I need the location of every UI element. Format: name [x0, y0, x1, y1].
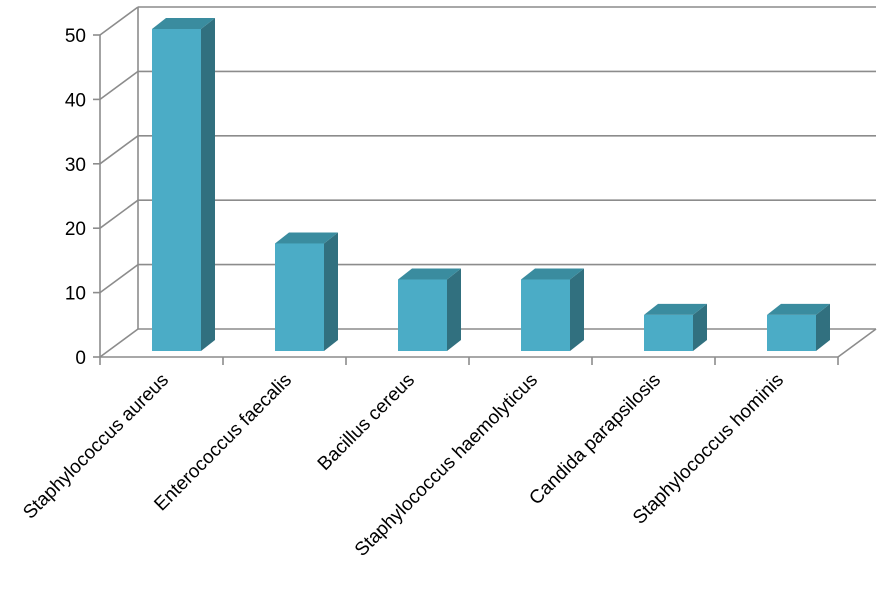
gridline-diagonal: [99, 199, 139, 229]
bar: [275, 232, 338, 351]
bar: [152, 18, 215, 351]
bar-top-face: [275, 232, 338, 244]
bar-front-face: [275, 243, 324, 351]
bars: [152, 18, 830, 351]
y-tick-label: 20: [65, 219, 86, 240]
y-tick-labels: 0 10 20 30 40 50: [65, 26, 86, 369]
bar-top-face: [521, 268, 584, 280]
bar-front-face: [521, 279, 570, 351]
gridlines: [99, 6, 876, 358]
bar: [644, 303, 707, 351]
y-tick-label: 0: [75, 348, 86, 369]
y-tick-label: 30: [65, 155, 86, 176]
bar-front-face: [398, 279, 447, 351]
bar: [398, 268, 461, 351]
bar-front-face: [644, 314, 693, 351]
bar-side-face: [693, 303, 707, 351]
gridline-diagonal: [99, 6, 139, 36]
bar-top-face: [767, 303, 830, 315]
bar-side-face: [447, 268, 461, 351]
bar-top-face: [644, 303, 707, 315]
floor-right-edge: [837, 328, 877, 358]
bar-side-face: [816, 303, 830, 351]
gridline-diagonal: [99, 263, 139, 294]
bar-side-face: [201, 18, 215, 351]
bar-front-face: [767, 314, 816, 351]
x-category-label: Bacillus cereus: [314, 370, 419, 475]
y-tick-label: 50: [65, 26, 86, 47]
gridline-diagonal: [99, 135, 139, 165]
y-tick-label: 40: [65, 90, 86, 111]
bar-top-face: [398, 268, 461, 280]
bar-front-face: [152, 29, 201, 351]
bar: [767, 303, 830, 351]
x-category-label: Enterococcus faecalis: [150, 370, 296, 516]
gridline-diagonal: [99, 328, 139, 358]
bar-side-face: [570, 268, 584, 351]
bar-side-face: [324, 232, 338, 351]
x-category-label: Candida parapsilosis: [525, 370, 665, 510]
bar-top-face: [152, 18, 215, 29]
gridline-diagonal: [99, 70, 139, 101]
bar: [521, 268, 584, 351]
y-tick-label: 10: [65, 284, 86, 305]
axes: [93, 7, 877, 365]
